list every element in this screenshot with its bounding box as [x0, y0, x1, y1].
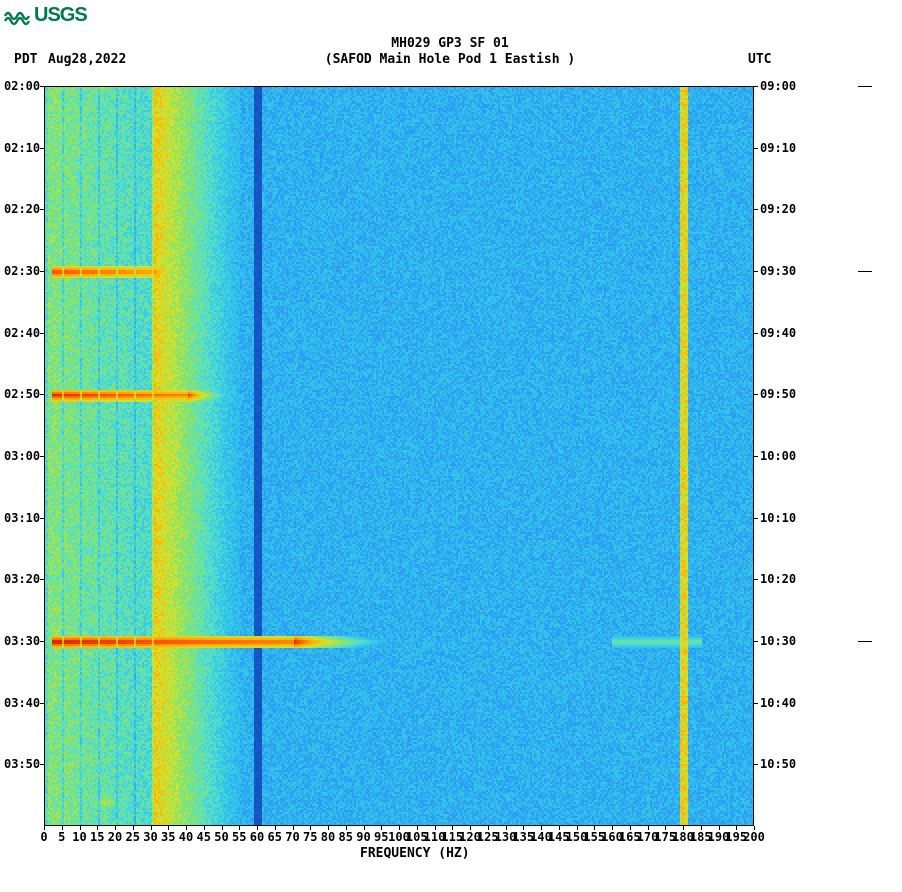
x-tick: 50 — [214, 830, 228, 844]
x-tick: 65 — [268, 830, 282, 844]
y-left-tick: 03:20 — [4, 572, 40, 586]
y-left-tick: 02:00 — [4, 79, 40, 93]
spectrogram-canvas — [44, 86, 754, 826]
y-left-tick: 03:00 — [4, 449, 40, 463]
usgs-logo: USGS — [4, 4, 87, 27]
x-tick: 20 — [108, 830, 122, 844]
x-tick: 10 — [72, 830, 86, 844]
y-right-tick: 10:40 — [760, 696, 796, 710]
y-right-tick: 10:10 — [760, 511, 796, 525]
sidebar-mark — [858, 271, 872, 272]
x-tick: 5 — [58, 830, 65, 844]
y-left-tick: 03:40 — [4, 696, 40, 710]
x-tick: 85 — [339, 830, 353, 844]
y-right-tick: 09:00 — [760, 79, 796, 93]
y-left-tick: 02:50 — [4, 387, 40, 401]
y-right-tick: 10:00 — [760, 449, 796, 463]
x-tick: 30 — [143, 830, 157, 844]
y-left-tick: 02:40 — [4, 326, 40, 340]
y-left-tick: 03:10 — [4, 511, 40, 525]
y-right-tick: 10:50 — [760, 757, 796, 771]
x-tick: 80 — [321, 830, 335, 844]
x-tick: 0 — [40, 830, 47, 844]
y-left-tick: 02:30 — [4, 264, 40, 278]
x-tick: 70 — [285, 830, 299, 844]
y-right-tick: 09:40 — [760, 326, 796, 340]
right-timezone-label: UTC — [748, 52, 771, 67]
usgs-logo-text: USGS — [34, 4, 87, 27]
y-left-tick: 02:20 — [4, 202, 40, 216]
y-left-tick: 03:50 — [4, 757, 40, 771]
y-right-tick: 09:10 — [760, 141, 796, 155]
x-tick: 35 — [161, 830, 175, 844]
y-left-tick: 02:10 — [4, 141, 40, 155]
x-tick: 90 — [356, 830, 370, 844]
y-right-tick: 10:30 — [760, 634, 796, 648]
left-date-label: Aug28,2022 — [48, 52, 126, 67]
y-right-tick: 09:50 — [760, 387, 796, 401]
usgs-wave-icon — [4, 6, 30, 26]
x-tick: 45 — [197, 830, 211, 844]
sidebar-mark — [858, 641, 872, 642]
y-right-tick: 09:20 — [760, 202, 796, 216]
x-axis-label: FREQUENCY (HZ) — [360, 846, 470, 861]
left-timezone-label: PDT — [14, 52, 37, 67]
y-right-tick: 09:30 — [760, 264, 796, 278]
x-tick: 60 — [250, 830, 264, 844]
chart-title-line2: (SAFOD Main Hole Pod 1 Eastish ) — [280, 52, 620, 67]
sidebar-event-marks — [858, 86, 878, 826]
y-left-tick: 03:30 — [4, 634, 40, 648]
x-tick: 15 — [90, 830, 104, 844]
x-tick: 200 — [743, 830, 765, 844]
x-tick: 25 — [126, 830, 140, 844]
x-tick: 95 — [374, 830, 388, 844]
x-tick: 40 — [179, 830, 193, 844]
sidebar-mark — [858, 86, 872, 87]
spectrogram-plot — [44, 86, 754, 826]
x-tick: 55 — [232, 830, 246, 844]
chart-title-line1: MH029 GP3 SF 01 — [340, 36, 560, 51]
x-tick: 75 — [303, 830, 317, 844]
y-right-tick: 10:20 — [760, 572, 796, 586]
